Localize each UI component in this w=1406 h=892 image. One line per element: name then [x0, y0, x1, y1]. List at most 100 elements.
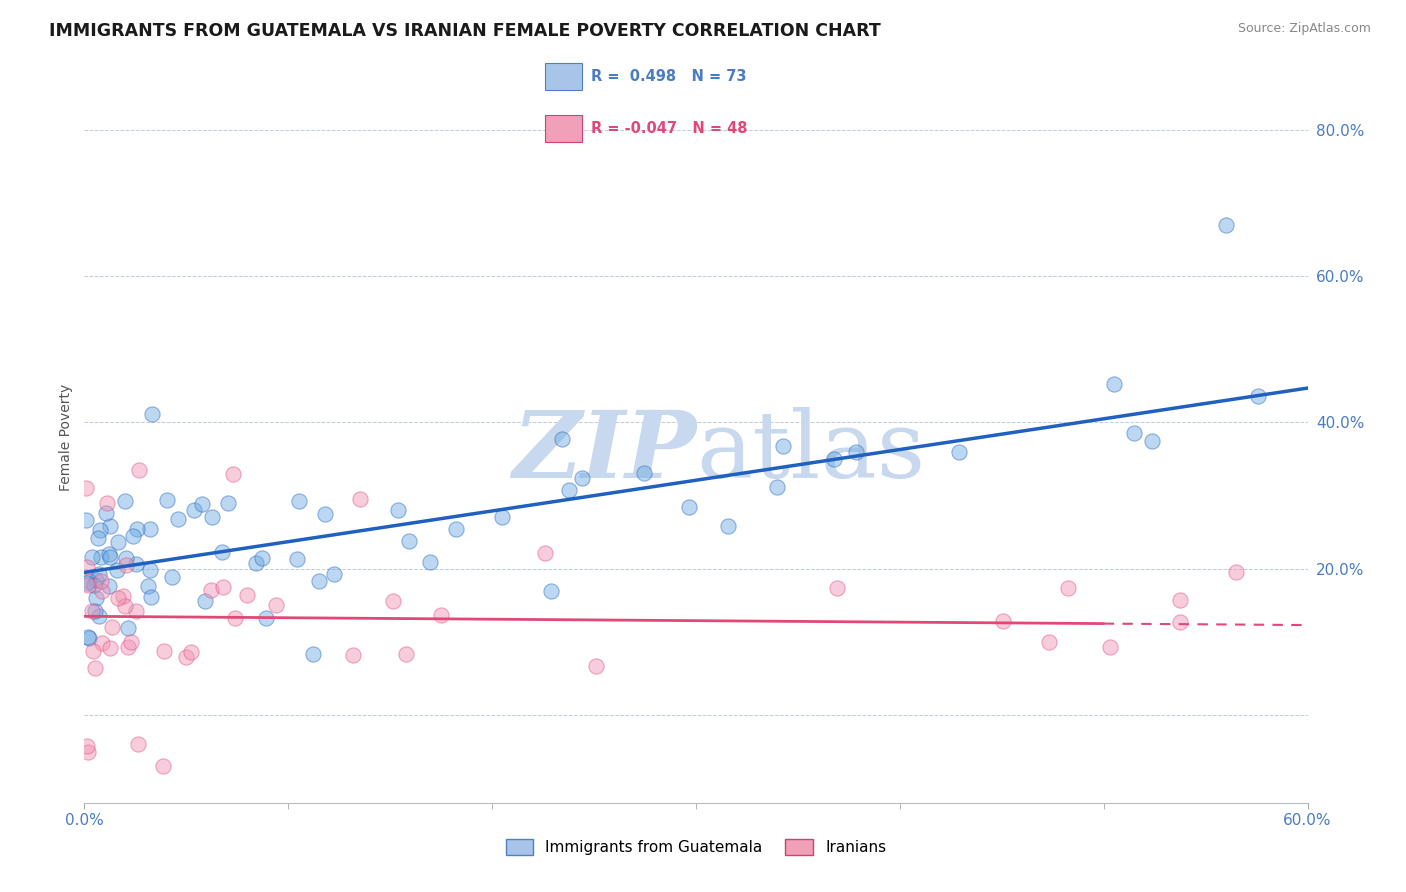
Point	[395, 647, 418, 661]
Point	[491, 509, 513, 524]
Point	[349, 491, 371, 506]
Point	[86, 531, 108, 545]
Point	[105, 563, 128, 577]
Point	[772, 439, 794, 453]
Point	[585, 658, 607, 673]
Point	[1102, 376, 1125, 391]
Bar	[546, 63, 582, 90]
Point	[1168, 592, 1191, 607]
Point	[633, 466, 655, 480]
Point	[122, 528, 145, 542]
Point	[1168, 615, 1191, 629]
Point	[128, 463, 150, 477]
Point	[533, 546, 555, 560]
Point	[82, 604, 104, 618]
Point	[678, 500, 700, 514]
Point	[1140, 434, 1163, 448]
Text: atlas: atlas	[696, 407, 925, 497]
Point	[302, 648, 325, 662]
Point	[200, 583, 222, 598]
Point	[540, 583, 562, 598]
Point	[89, 524, 111, 538]
Text: ZIP: ZIP	[512, 407, 696, 497]
Point	[288, 494, 311, 508]
Point	[125, 604, 148, 618]
Bar	[546, 115, 582, 142]
Point	[1038, 635, 1060, 649]
Point	[98, 579, 121, 593]
Point	[98, 550, 121, 565]
Point	[387, 503, 409, 517]
Point	[194, 594, 217, 608]
Text: IMMIGRANTS FROM GUATEMALA VS IRANIAN FEMALE POVERTY CORRELATION CHART: IMMIGRANTS FROM GUATEMALA VS IRANIAN FEM…	[49, 22, 882, 40]
Point	[419, 555, 441, 569]
Point	[86, 573, 108, 587]
Point	[765, 480, 787, 494]
Point	[342, 648, 364, 662]
Point	[201, 509, 224, 524]
Point	[224, 610, 246, 624]
Point	[125, 557, 148, 571]
Point	[1225, 565, 1247, 579]
Point	[152, 759, 174, 773]
Point	[571, 470, 593, 484]
Point	[87, 566, 110, 581]
Point	[84, 660, 107, 674]
Point	[217, 495, 239, 509]
Point	[76, 576, 98, 591]
Point	[94, 506, 117, 520]
Point	[76, 739, 98, 754]
Point	[446, 522, 468, 536]
Point	[86, 591, 108, 605]
Text: Source: ZipAtlas.com: Source: ZipAtlas.com	[1237, 22, 1371, 36]
Point	[254, 611, 277, 625]
Legend: Immigrants from Guatemala, Iranians: Immigrants from Guatemala, Iranians	[499, 833, 893, 861]
Point	[264, 598, 287, 612]
Point	[76, 631, 98, 645]
Point	[717, 519, 740, 533]
Point	[245, 556, 267, 570]
Point	[236, 588, 259, 602]
Point	[1215, 218, 1237, 232]
Point	[250, 551, 273, 566]
Point	[138, 523, 160, 537]
Point	[117, 640, 139, 654]
Point	[844, 444, 866, 458]
Point	[83, 577, 105, 591]
Point	[114, 599, 136, 613]
Y-axis label: Female Poverty: Female Poverty	[59, 384, 73, 491]
Point	[139, 563, 162, 577]
Point	[127, 523, 149, 537]
Point	[222, 467, 245, 481]
Point	[91, 636, 114, 650]
Point	[84, 604, 107, 618]
Point	[314, 507, 336, 521]
Point	[107, 591, 129, 605]
Point	[98, 518, 121, 533]
Point	[77, 631, 100, 645]
Point	[77, 745, 100, 759]
Point	[1098, 640, 1121, 655]
Point	[111, 589, 134, 603]
Point	[80, 550, 103, 565]
Point	[558, 483, 581, 497]
Point	[991, 614, 1014, 628]
Point	[180, 644, 202, 658]
Point	[98, 640, 121, 655]
Point	[115, 558, 138, 572]
Point	[160, 570, 183, 584]
Point	[90, 574, 112, 589]
Point	[82, 644, 104, 658]
Point	[551, 432, 574, 446]
Point	[107, 534, 129, 549]
Point	[152, 644, 174, 658]
Point	[382, 594, 405, 608]
Point	[323, 567, 346, 582]
Point	[825, 581, 848, 595]
Point	[97, 547, 120, 561]
Point	[167, 512, 190, 526]
Point	[398, 533, 420, 548]
Text: R =  0.498   N = 73: R = 0.498 N = 73	[591, 70, 747, 85]
Point	[75, 481, 97, 495]
Point	[141, 407, 163, 421]
